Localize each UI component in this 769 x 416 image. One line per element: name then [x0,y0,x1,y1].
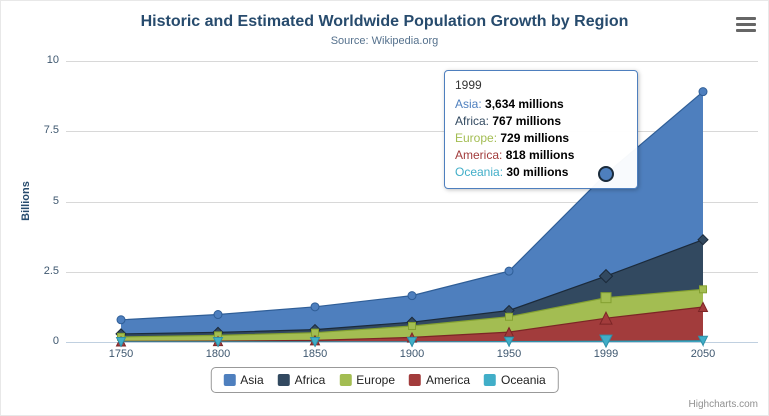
legend-item-america[interactable]: America [409,373,470,387]
tooltip-series-value: 818 millions [505,148,575,162]
legend-item-asia[interactable]: Asia [223,373,264,387]
chart-subtitle: Source: Wikipedia.org [330,35,439,47]
x-axis-label: 1750 [108,348,134,360]
tooltip-series-value: 3,634 millions [485,97,564,111]
tooltip-series-value: 729 millions [500,131,570,145]
hamburger-icon [736,23,756,26]
legend-symbol [223,374,236,386]
y-axis-label: 5 [52,194,59,207]
x-axis-label: 2050 [690,348,716,360]
export-menu-button[interactable] [736,14,756,35]
y-axis-label: 7.5 [43,124,59,137]
legend-label: Europe [356,373,396,387]
tooltip-row: Africa: 767 millions [455,113,627,130]
legend-item-europe[interactable]: Europe [339,373,395,387]
tooltip-series-name: Asia: [455,97,486,111]
tooltip-series-name: America: [455,148,506,162]
hovered-point-marker[interactable] [594,162,618,186]
tooltip-series-name: Europe: [455,131,501,145]
tooltip-series-value: 30 millions [506,165,569,179]
tooltip-row: Asia: 3,634 millions [455,96,627,113]
tooltip-row: Europe: 729 millions [455,130,627,147]
x-axis-label: 1950 [496,348,522,360]
legend-symbol [339,374,352,386]
legend-item-oceania[interactable]: Oceania [484,373,546,387]
legend-label: Oceania [501,373,546,387]
tooltip-header: 1999 [455,78,482,92]
credits-link[interactable]: Highcharts.com [688,399,758,410]
tooltip-series-value: 767 millions [492,114,562,128]
y-axis-label: 0 [52,335,59,347]
legend-symbol [277,374,290,386]
tooltip-rows: Asia: 3,634 millions Africa: 767 millions… [455,96,627,181]
y-axis-label: 2.5 [43,264,59,277]
tooltip-series-name: Oceania: [455,165,507,179]
legend-item-africa[interactable]: Africa [277,373,326,387]
y-axis-label: 10 [46,54,59,66]
legend-label: Africa [294,373,326,387]
tooltip-row: America: 818 millions [455,147,627,164]
x-axis-label: 1850 [302,348,328,360]
hamburger-icon [736,29,756,32]
legend: Asia Africa Europe America Oceania [210,367,559,393]
legend-label: Asia [240,373,264,387]
x-axis-label: 1800 [205,348,231,360]
legend-symbol [484,374,497,386]
tooltip-row: Oceania: 30 millions [455,164,627,181]
x-axis-label: 1999 [593,348,619,360]
chart-title: Historic and Estimated Worldwide Populat… [140,13,629,30]
tooltip-series-name: Africa: [455,114,493,128]
hamburger-icon [736,17,756,20]
legend-label: America [426,373,471,387]
legend-symbol [409,374,422,386]
x-axis-label: 1900 [399,348,425,360]
